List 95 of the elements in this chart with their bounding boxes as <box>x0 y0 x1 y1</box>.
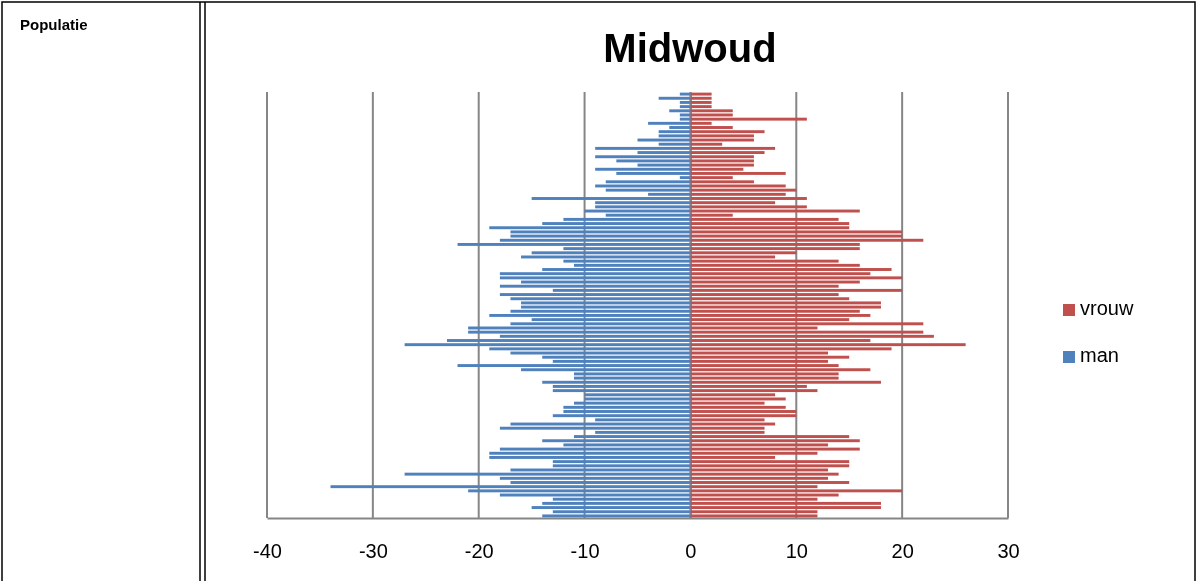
bar <box>690 276 903 280</box>
bar <box>690 439 860 443</box>
bar <box>690 389 818 393</box>
bar <box>658 134 691 138</box>
bar <box>690 514 818 518</box>
bar <box>457 364 691 368</box>
bar <box>690 222 850 226</box>
bar <box>690 301 881 305</box>
bar <box>330 485 691 489</box>
bar <box>404 472 691 476</box>
bar <box>690 171 786 175</box>
bar <box>595 205 691 209</box>
x-tick-label: 0 <box>685 540 697 563</box>
x-tick-label: -20 <box>464 540 494 563</box>
bar <box>648 121 691 125</box>
bar <box>690 109 733 113</box>
bar <box>690 305 881 309</box>
bar <box>690 355 850 359</box>
legend-label: man <box>1080 344 1119 366</box>
bar <box>669 109 691 113</box>
bar <box>605 188 691 192</box>
bar <box>690 188 797 192</box>
bar <box>690 146 776 150</box>
bar <box>595 167 691 171</box>
bar <box>690 464 850 468</box>
text: Populatie <box>20 16 88 33</box>
bar <box>489 313 691 317</box>
bar <box>552 389 691 393</box>
bar <box>690 268 892 271</box>
bar <box>690 414 797 418</box>
bar <box>690 343 966 347</box>
bar <box>457 242 691 246</box>
bar <box>404 343 691 347</box>
x-tick-label: 20 <box>891 540 914 563</box>
bar <box>531 506 691 510</box>
bar <box>690 205 807 209</box>
bar <box>690 180 754 184</box>
bar <box>552 464 691 468</box>
bar <box>690 447 860 451</box>
x-tick-label: -10 <box>570 540 600 563</box>
bar <box>690 159 754 163</box>
bar <box>499 426 691 430</box>
bar <box>690 130 765 134</box>
bar <box>489 226 691 230</box>
bar <box>690 426 765 430</box>
bar <box>690 481 850 484</box>
bar <box>510 322 691 326</box>
bar <box>690 230 903 234</box>
bar <box>690 313 871 317</box>
bar <box>468 330 691 334</box>
bar <box>690 472 839 476</box>
bar <box>690 368 871 372</box>
bar <box>690 238 924 242</box>
bar <box>658 130 691 134</box>
bar <box>690 334 934 338</box>
bar <box>690 501 881 505</box>
bar <box>595 146 691 150</box>
bar <box>489 455 691 459</box>
bar <box>690 288 903 292</box>
bar <box>690 506 881 510</box>
bar <box>531 251 691 255</box>
x-tick-label: 30 <box>997 540 1020 563</box>
bar <box>690 197 807 200</box>
bar <box>531 197 691 200</box>
bar <box>542 439 691 443</box>
x-tick-label: 10 <box>785 540 808 563</box>
bar <box>690 489 903 493</box>
bar <box>542 514 691 518</box>
bar <box>499 284 691 288</box>
bar <box>605 180 691 184</box>
x-tick-label: -30 <box>358 540 388 563</box>
bar <box>690 100 712 104</box>
bar <box>489 451 691 455</box>
bar <box>563 259 691 263</box>
bar <box>499 272 691 276</box>
x-tick-label: -40 <box>253 540 282 563</box>
chart-title: Midwoud <box>603 26 777 70</box>
bar <box>552 414 691 418</box>
bar <box>563 405 691 409</box>
bar <box>690 247 860 251</box>
bar <box>499 293 691 297</box>
bar <box>690 92 712 96</box>
bar <box>542 355 691 359</box>
bar <box>690 410 797 413</box>
bar <box>690 322 924 326</box>
bar <box>658 96 691 100</box>
bar <box>690 163 754 167</box>
bar <box>690 96 712 100</box>
bar <box>690 117 807 121</box>
bar <box>595 155 691 159</box>
legend-label: vrouw <box>1080 297 1134 319</box>
bar <box>690 460 850 464</box>
bar <box>499 276 691 280</box>
bar <box>690 380 881 384</box>
bar <box>542 380 691 384</box>
